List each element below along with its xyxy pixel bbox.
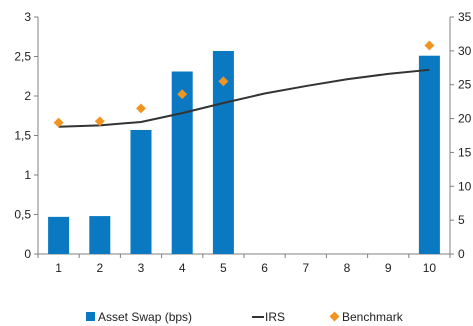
y-right-tick-label: 15 — [458, 145, 472, 159]
y-left-tick-label: 0 — [24, 247, 31, 261]
legend: Asset Swap (bps) IRS Benchmark — [86, 310, 404, 324]
legend-label-bar: Asset Swap (bps) — [98, 310, 192, 324]
y-left-tick-label: 1,5 — [14, 129, 31, 143]
bar — [89, 216, 111, 254]
y-right-tick-label: 5 — [458, 213, 465, 227]
y-right-tick-label: 0 — [458, 247, 465, 261]
y-right-tick-label: 25 — [458, 78, 472, 92]
x-tick-label: 5 — [220, 261, 227, 275]
bar — [418, 55, 440, 255]
y-left-tick-label: 3 — [24, 10, 31, 24]
plot-area: 0 0,5 1 1,5 2 2,5 3 0 5 10 15 20 25 30 35 1 2 3 4 5 6 7 8 9 10 — [14, 10, 471, 275]
x-axis-ticks: 1 2 3 4 5 6 7 8 9 10 — [37, 254, 451, 275]
x-tick-label: 8 — [344, 261, 351, 275]
y-right-tick-label: 10 — [458, 179, 472, 193]
benchmark-point — [177, 89, 188, 100]
y-axis-left-ticks: 0 0,5 1 1,5 2 2,5 3 — [14, 10, 38, 261]
benchmark-point — [218, 76, 229, 87]
x-tick-label: 7 — [302, 261, 309, 275]
bar — [130, 129, 152, 254]
legend-swatch-bar — [86, 312, 95, 321]
x-tick-label: 3 — [138, 261, 145, 275]
y-left-tick-label: 1 — [24, 168, 31, 182]
legend-label-marker: Benchmark — [342, 310, 404, 324]
y-left-tick-label: 2,5 — [14, 50, 31, 64]
y-axis-right-ticks: 0 5 10 15 20 25 30 35 — [450, 10, 472, 261]
x-tick-label: 10 — [423, 261, 437, 275]
x-tick-label: 2 — [96, 261, 103, 275]
bar — [171, 71, 193, 254]
benchmark-point — [53, 117, 64, 128]
line-series — [58, 68, 430, 128]
y-right-tick-label: 20 — [458, 112, 472, 126]
benchmark-point — [136, 103, 146, 114]
legend-label-line: IRS — [265, 310, 285, 324]
benchmark-point — [424, 40, 435, 51]
x-tick-label: 1 — [55, 261, 62, 275]
y-right-tick-label: 35 — [458, 10, 472, 24]
x-tick-label: 6 — [261, 261, 268, 275]
y-right-tick-label: 30 — [458, 44, 472, 58]
x-tick-label: 9 — [385, 261, 392, 275]
y-left-tick-label: 0,5 — [14, 208, 31, 222]
x-tick-label: 4 — [179, 261, 186, 275]
bar-series — [48, 50, 440, 255]
irs-line — [58, 68, 430, 128]
legend-swatch-marker — [329, 311, 340, 322]
marker-series — [53, 40, 435, 128]
bar — [48, 216, 70, 254]
y-left-tick-label: 2 — [24, 89, 31, 103]
benchmark-point — [94, 116, 105, 127]
